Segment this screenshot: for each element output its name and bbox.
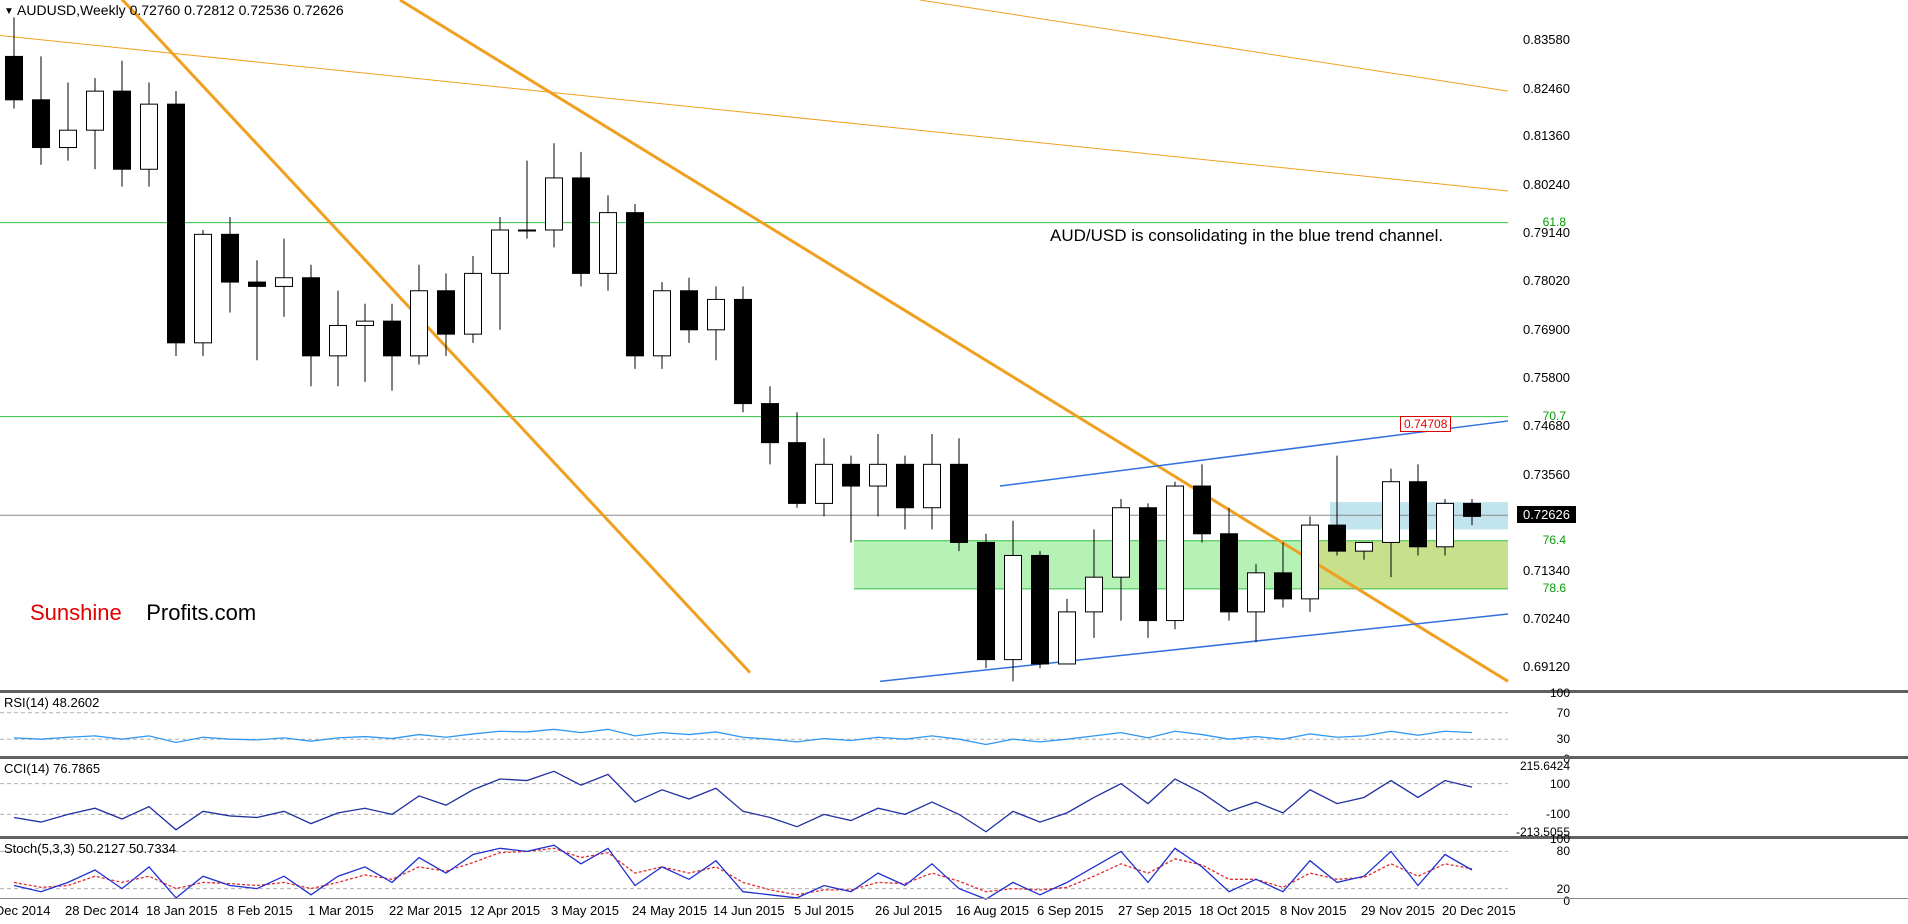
stoch-label: Stoch(5,3,3) 50.2127 50.7334 [4, 841, 176, 856]
watermark-part2: Profits.com [146, 600, 256, 625]
chart-container: ▼ AUDUSD,Weekly 0.72760 0.72812 0.72536 … [0, 0, 1908, 924]
stoch-svg [0, 839, 1908, 901]
main-chart-svg [0, 0, 1908, 690]
rsi-svg [0, 693, 1908, 759]
stoch-panel[interactable]: Stoch(5,3,3) 50.2127 50.7334 10080200 [0, 836, 1908, 898]
current-price-label: 0.72626 [1517, 506, 1576, 523]
cci-panel[interactable]: CCI(14) 76.7865 215.6424100-100-213.5055 [0, 756, 1908, 836]
main-price-chart[interactable]: ▼ AUDUSD,Weekly 0.72760 0.72812 0.72536 … [0, 0, 1908, 690]
cci-svg [0, 759, 1908, 839]
symbol-label: AUDUSD,Weekly [17, 2, 126, 18]
chart-title-bar[interactable]: ▼ AUDUSD,Weekly 0.72760 0.72812 0.72536 … [4, 2, 344, 18]
rsi-label: RSI(14) 48.2602 [4, 695, 99, 710]
rsi-panel[interactable]: RSI(14) 48.2602 10070300 [0, 690, 1908, 756]
chart-annotation: AUD/USD is consolidating in the blue tre… [1050, 226, 1443, 246]
ohlc-label: 0.72760 0.72812 0.72536 0.72626 [130, 2, 344, 18]
dropdown-icon[interactable]: ▼ [4, 6, 14, 17]
price-level-box: 0.74708 [1400, 416, 1451, 432]
watermark-part1: Sunshine [30, 600, 122, 625]
x-axis: 7 Dec 201428 Dec 201418 Jan 20158 Feb 20… [0, 898, 1908, 924]
watermark: Sunshine Profits.com [30, 600, 256, 626]
cci-label: CCI(14) 76.7865 [4, 761, 100, 776]
